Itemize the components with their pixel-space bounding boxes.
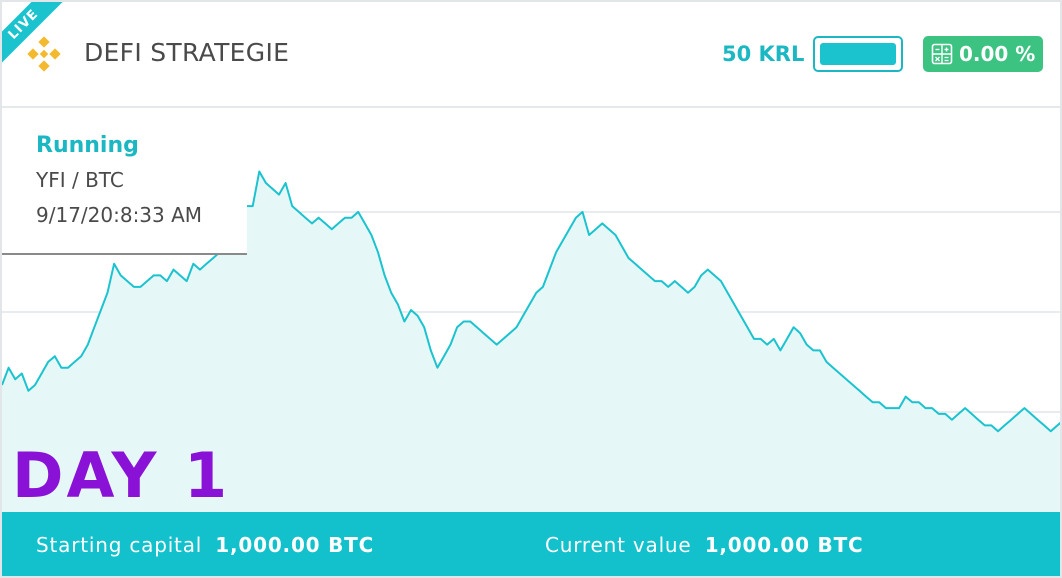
price-chart-svg <box>2 170 1060 512</box>
status-label: Running <box>36 133 139 158</box>
budget-label: 50 KRL <box>722 42 805 66</box>
day-label: DAY 1 <box>12 439 231 512</box>
starting-capital: Starting capital 1,000.00 BTC <box>36 532 374 558</box>
series-line-0 <box>2 170 1060 433</box>
strategy-title: DEFI STRATEGIE <box>84 38 290 67</box>
strategy-info-box: Running YFI / BTC 9/17/20:8:33 AM <box>2 122 247 255</box>
capital-footer: Starting capital 1,000.00 BTC Current va… <box>2 512 1060 576</box>
budget-bar-fill <box>820 43 896 65</box>
card-header: DEFI STRATEGIE 50 KRL 0.00 % <box>2 2 1060 108</box>
price-chart <box>2 108 1060 512</box>
starting-capital-label: Starting capital <box>36 533 203 557</box>
binance-diamond-icon <box>27 36 61 72</box>
series-area-0 <box>2 171 1060 512</box>
budget-bar <box>813 36 903 72</box>
start-date: 9/17/20:8:33 AM <box>36 203 203 227</box>
current-value-value: 1,000.00 BTC <box>704 533 864 557</box>
starting-capital-value: 1,000.00 BTC <box>215 533 375 557</box>
current-value: Current value 1,000.00 BTC <box>545 532 864 558</box>
profit-percentage: 0.00 % <box>959 42 1036 66</box>
current-value-label: Current value <box>545 533 692 557</box>
calculator-icon <box>931 43 953 65</box>
profit-badge: 0.00 % <box>923 36 1043 72</box>
trading-pair: YFI / BTC <box>36 168 124 192</box>
